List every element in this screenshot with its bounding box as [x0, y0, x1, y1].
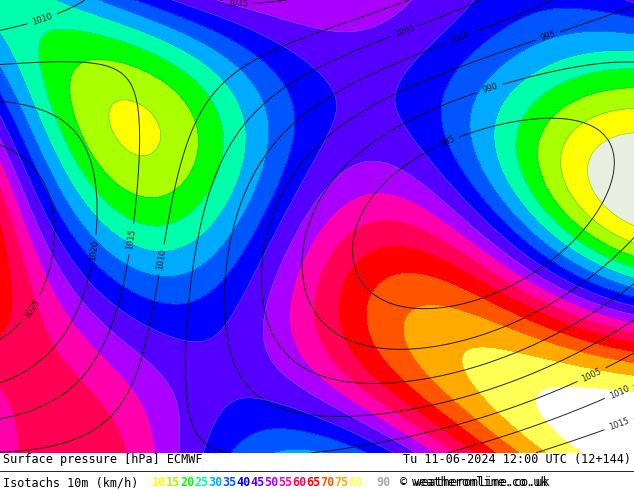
Text: 40: 40 [236, 476, 250, 489]
Text: 45: 45 [250, 476, 264, 489]
Text: 1010: 1010 [31, 12, 54, 27]
Text: 1000: 1000 [449, 30, 472, 46]
Text: 35: 35 [222, 476, 236, 489]
Text: Surface pressure [hPa] ECMWF: Surface pressure [hPa] ECMWF [3, 453, 202, 466]
Text: 990: 990 [481, 82, 499, 95]
Text: weatheronline.co.uk: weatheronline.co.uk [412, 476, 547, 489]
Text: 70: 70 [320, 476, 334, 489]
Text: 75: 75 [334, 476, 348, 489]
Text: Tu 11-06-2024 12:00 UTC (12+144): Tu 11-06-2024 12:00 UTC (12+144) [403, 453, 631, 466]
Text: 1020: 1020 [88, 239, 100, 261]
Text: 15: 15 [166, 476, 180, 489]
Text: 50: 50 [264, 476, 278, 489]
Text: 995: 995 [539, 29, 557, 43]
Text: 85: 85 [362, 476, 376, 489]
Text: Isotachs 10m (km/h): Isotachs 10m (km/h) [3, 476, 138, 489]
Text: 80: 80 [348, 476, 362, 489]
Text: 1025: 1025 [22, 297, 41, 320]
Text: 20: 20 [180, 476, 194, 489]
Text: 65: 65 [306, 476, 320, 489]
Text: 1010: 1010 [608, 384, 631, 400]
Text: 55: 55 [278, 476, 292, 489]
Text: 1015: 1015 [227, 0, 249, 8]
Text: 90: 90 [376, 476, 391, 489]
Text: 985: 985 [438, 135, 456, 149]
Text: 1005: 1005 [394, 23, 417, 39]
Text: © weatheronline.co.uk: © weatheronline.co.uk [400, 476, 550, 489]
Text: 1010: 1010 [155, 248, 168, 270]
Text: 1005: 1005 [580, 366, 603, 383]
Text: 10: 10 [152, 476, 166, 489]
Text: 1015: 1015 [608, 416, 631, 432]
Text: 1015: 1015 [126, 228, 138, 250]
Text: 25: 25 [194, 476, 208, 489]
Text: 60: 60 [292, 476, 306, 489]
Text: 30: 30 [208, 476, 223, 489]
